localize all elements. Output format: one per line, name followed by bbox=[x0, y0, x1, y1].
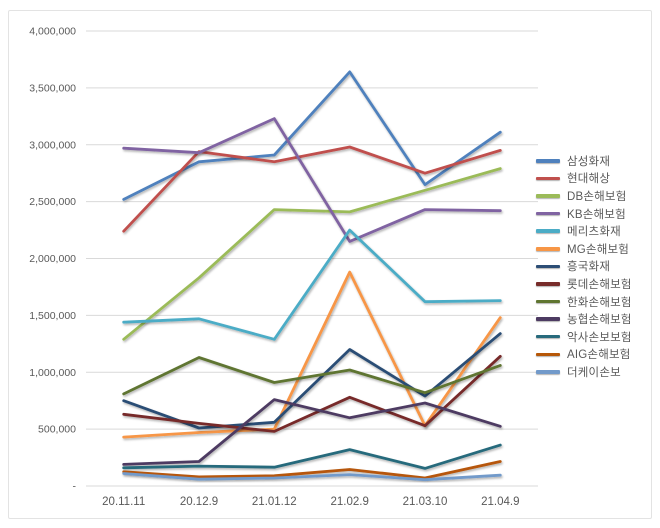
x-axis-tick-label: 21.02.9 bbox=[331, 496, 369, 508]
y-axis-tick-label: - bbox=[73, 481, 77, 493]
legend-swatch bbox=[536, 194, 560, 198]
legend-label: MG손해보험 bbox=[567, 243, 630, 256]
legend-item-9: 농협손해보험 bbox=[536, 310, 632, 328]
legend-label: 한화손해보험 bbox=[567, 296, 632, 309]
legend-label: DB손해보험 bbox=[567, 190, 627, 203]
legend-label: 흥국화재 bbox=[567, 261, 611, 274]
legend-item-10: 악사손보보험 bbox=[536, 328, 632, 346]
series-lines bbox=[122, 70, 502, 482]
legend-label: 롯데손해보험 bbox=[567, 278, 632, 291]
series-line-9 bbox=[122, 398, 502, 466]
legend-swatch bbox=[536, 264, 560, 269]
y-axis-tick-label: 1,000,000 bbox=[29, 367, 76, 379]
series-line-4 bbox=[122, 228, 502, 341]
legend-swatch bbox=[536, 211, 560, 216]
x-axis-tick-label: 21.03.10 bbox=[403, 496, 448, 508]
legend-item-3: KB손해보험 bbox=[536, 205, 632, 223]
legend-item-6: 흥국화재 bbox=[536, 258, 632, 276]
series-line-12 bbox=[122, 472, 502, 482]
y-axis-tick-label: 3,500,000 bbox=[29, 82, 76, 94]
legend-label: 농협손해보험 bbox=[567, 314, 632, 327]
legend-label: 악사손보보험 bbox=[567, 331, 632, 344]
y-axis-tick-label: 2,500,000 bbox=[29, 196, 76, 208]
legend-item-1: 현대해상 bbox=[536, 170, 632, 188]
legend-swatch bbox=[536, 370, 560, 374]
y-axis-tick-label: 2,000,000 bbox=[29, 253, 76, 265]
series-line-11 bbox=[122, 460, 502, 480]
legend-swatch bbox=[536, 229, 560, 233]
legend-label: 현대해상 bbox=[567, 173, 611, 186]
legend-item-11: AIG손해보험 bbox=[536, 346, 632, 364]
series-line-7 bbox=[122, 354, 502, 433]
legend-swatch bbox=[536, 282, 560, 286]
series-line-1 bbox=[122, 145, 502, 233]
x-axis-tick-label: 20.11.11 bbox=[102, 496, 145, 508]
axis-labels: - 500,000 1,000,000 1,500,000 2,000,000 2,500… bbox=[29, 26, 519, 509]
x-axis-tick-label: 21.01.12 bbox=[252, 496, 297, 508]
legend-item-7: 롯데손해보험 bbox=[536, 275, 632, 293]
legend-label: 삼성화재 bbox=[567, 155, 611, 168]
legend-swatch bbox=[536, 317, 560, 321]
legend-item-2: DB손해보험 bbox=[536, 187, 632, 205]
y-axis-tick-label: 500,000 bbox=[38, 424, 76, 436]
y-axis-tick-label: 4,000,000 bbox=[29, 26, 76, 38]
legend-item-4: 메리츠화재 bbox=[536, 222, 632, 240]
legend-swatch bbox=[536, 334, 560, 339]
legend-label: 메리츠화재 bbox=[567, 226, 621, 239]
x-axis-tick-label: 21.04.9 bbox=[481, 496, 519, 508]
legend-swatch bbox=[536, 299, 560, 304]
legend-item-5: MG손해보험 bbox=[536, 240, 632, 258]
series-line-6 bbox=[122, 332, 502, 430]
legend-item-8: 한화손해보험 bbox=[536, 293, 632, 311]
series-line-3 bbox=[122, 117, 502, 243]
y-axis-tick-label: 1,500,000 bbox=[29, 310, 76, 322]
gridlines bbox=[86, 30, 538, 487]
legend-item-0: 삼성화재 bbox=[536, 152, 632, 170]
series-line-5 bbox=[122, 270, 502, 439]
legend-swatch bbox=[536, 352, 560, 357]
legend-swatch bbox=[536, 176, 560, 181]
series-line-8 bbox=[122, 356, 502, 396]
legend-label: KB손해보험 bbox=[567, 208, 626, 221]
legend-swatch bbox=[536, 247, 560, 251]
legend-item-12: 더케이손보 bbox=[536, 363, 632, 381]
series-line-10 bbox=[122, 443, 502, 470]
legend-label: 더케이손보 bbox=[567, 366, 621, 379]
legend-swatch bbox=[536, 159, 560, 163]
x-axis-tick-label: 20.12.9 bbox=[180, 496, 218, 508]
legend-label: AIG손해보험 bbox=[567, 349, 631, 362]
y-axis-tick-label: 3,000,000 bbox=[29, 139, 76, 151]
series-line-0 bbox=[122, 70, 502, 201]
series-line-2 bbox=[122, 167, 502, 341]
